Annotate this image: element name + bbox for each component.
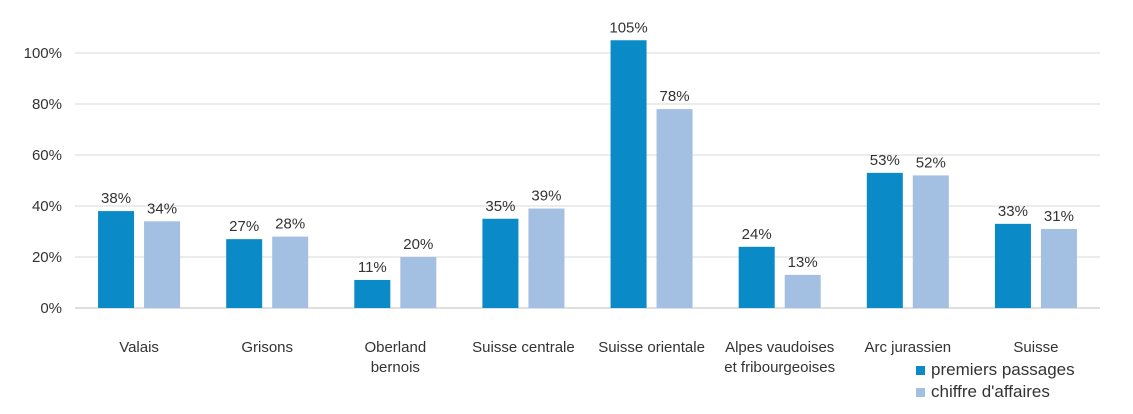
data-label: 28% — [275, 216, 305, 233]
data-label: 33% — [998, 203, 1028, 220]
legend-item-chiffre-affaires: chiffre d'affaires — [916, 381, 1075, 403]
data-label: 38% — [101, 190, 131, 207]
category-label: et fribourgeoises — [724, 359, 835, 376]
category-label: Suisse orientale — [598, 339, 705, 356]
data-label: 53% — [870, 152, 900, 169]
y-tick-label: 80% — [32, 96, 62, 113]
y-tick-label: 0% — [40, 300, 62, 317]
bar — [1040, 228, 1077, 308]
legend-item-premiers-passages: premiers passages — [916, 359, 1075, 381]
legend-swatch-premiers-passages — [916, 365, 925, 375]
y-tick-label: 60% — [32, 147, 62, 164]
data-label: 31% — [1044, 208, 1074, 225]
category-label: Grisons — [241, 339, 293, 356]
bar — [226, 239, 263, 308]
category-label: Suisse — [1013, 339, 1058, 356]
data-label: 39% — [531, 188, 561, 205]
data-label: 35% — [485, 198, 515, 215]
bar — [994, 223, 1031, 308]
category-label: Alpes vaudoises — [725, 339, 834, 356]
bar — [610, 40, 647, 308]
bar — [354, 279, 391, 308]
bar — [912, 175, 949, 308]
bar — [98, 211, 135, 308]
bar — [144, 221, 181, 308]
data-label: 52% — [916, 154, 946, 171]
data-label: 13% — [788, 254, 818, 271]
bar — [656, 109, 693, 308]
data-label: 78% — [660, 88, 690, 105]
data-label: 27% — [229, 218, 259, 235]
bar — [784, 274, 821, 308]
legend-label-premiers-passages: premiers passages — [931, 360, 1075, 379]
data-label: 105% — [609, 19, 647, 36]
bar — [738, 246, 775, 308]
category-label: Oberland — [364, 339, 426, 356]
y-tick-label: 100% — [24, 45, 62, 62]
data-label: 11% — [358, 259, 387, 276]
y-tick-label: 40% — [32, 198, 62, 215]
category-label: Suisse centrale — [472, 339, 575, 356]
bar — [272, 236, 309, 308]
bar — [866, 172, 903, 308]
legend-label-chiffre-affaires: chiffre d'affaires — [931, 382, 1050, 401]
bar — [528, 208, 565, 308]
data-label: 24% — [742, 226, 772, 243]
data-label: 34% — [147, 200, 177, 217]
legend: premiers passages chiffre d'affaires — [916, 359, 1075, 403]
category-label: bernois — [371, 359, 420, 376]
legend-swatch-chiffre-affaires — [916, 387, 925, 397]
y-tick-label: 20% — [32, 249, 62, 266]
data-label: 20% — [403, 236, 433, 253]
bar — [400, 257, 437, 308]
category-label: Arc jurassien — [864, 339, 951, 356]
bar — [482, 218, 519, 308]
category-label: Valais — [119, 339, 159, 356]
